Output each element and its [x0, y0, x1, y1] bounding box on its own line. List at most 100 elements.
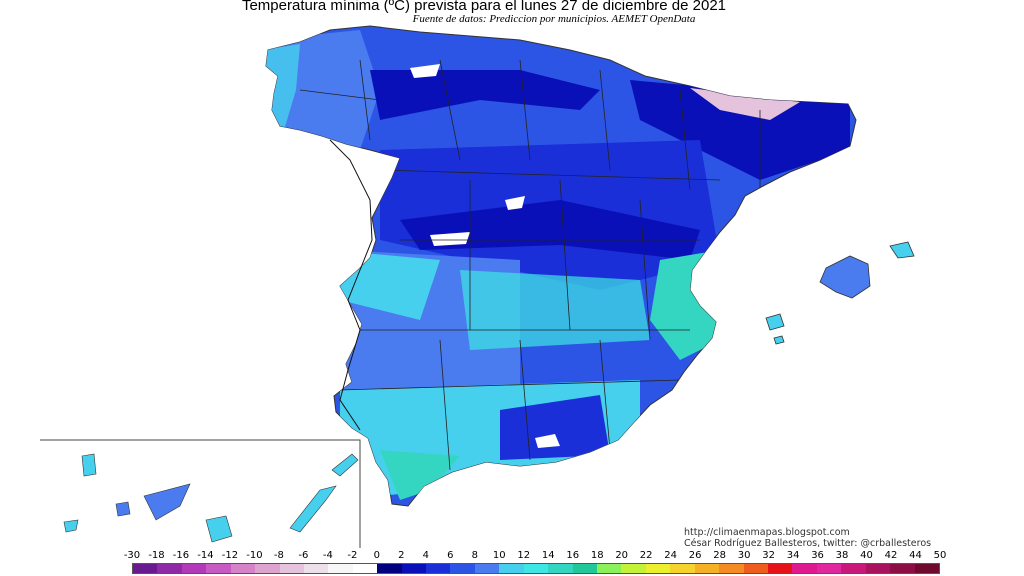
legend-label: 30	[737, 550, 751, 561]
legend-label: -6	[298, 550, 309, 561]
legend-label: 8	[471, 550, 478, 561]
zone-sierra-nevada-peak	[535, 434, 560, 448]
legend-swatch	[914, 564, 939, 573]
balearic-islands	[765, 241, 915, 345]
legend-labels: -30 -18 -16 -14 -12 -10 -8 -6 -4 -2 0 2 4 6 8 10 12 14 16 1…	[118, 550, 958, 562]
legend-swatch	[181, 564, 207, 573]
legend-label: 0	[373, 550, 381, 561]
legend-swatch	[426, 564, 451, 573]
legend-swatch	[303, 564, 329, 573]
legend-colorbar	[132, 563, 940, 574]
legend-label: 24	[664, 550, 678, 561]
mallorca	[819, 255, 871, 299]
legend-label: 6	[447, 550, 454, 561]
legend-label: -30	[123, 550, 141, 561]
legend-label: -18	[148, 550, 165, 561]
legend-swatch	[474, 564, 500, 573]
legend-swatch	[597, 564, 622, 573]
legend-label: -14	[197, 550, 214, 561]
legend-label: 12	[517, 550, 531, 561]
legend-swatch	[572, 564, 598, 573]
legend-label: 32	[762, 550, 775, 561]
legend-label: 34	[786, 550, 800, 561]
legend-swatch	[670, 564, 695, 573]
legend-swatch	[890, 564, 915, 573]
legend-swatch	[523, 564, 549, 573]
legend-label: 36	[811, 550, 824, 561]
legend-swatch	[206, 564, 231, 573]
lanzarote	[331, 453, 359, 477]
legend-label: -10	[246, 550, 263, 561]
legend-swatch	[255, 564, 280, 573]
portugal-border	[329, 139, 373, 431]
legend-swatch	[450, 564, 475, 573]
el-hierro	[63, 519, 79, 533]
tenerife	[143, 483, 191, 521]
zone-la-mancha	[460, 270, 650, 350]
legend-swatch	[645, 564, 671, 573]
legend-swatch	[816, 564, 842, 573]
legend-swatch	[767, 564, 793, 573]
fuerteventura	[289, 485, 337, 533]
legend-label: 2	[398, 550, 405, 561]
zone-pyrenees-cold	[690, 88, 800, 120]
legend-label: 40	[860, 550, 873, 561]
legend-swatch	[377, 564, 402, 573]
zone-snow-2	[430, 232, 470, 246]
legend-swatch	[157, 564, 182, 573]
legend-swatch	[865, 564, 891, 573]
legend-label: 50	[933, 550, 947, 561]
legend-label: -4	[322, 550, 333, 561]
map-subtitle: Fuente de datos: Prediccion por municipi…	[412, 13, 696, 25]
legend-swatch	[792, 564, 817, 573]
la-gomera	[115, 501, 131, 517]
credit-url: http://climaenmapas.blogspot.com	[684, 527, 850, 538]
zone-central-system	[400, 200, 700, 260]
ibiza	[765, 313, 785, 331]
legend-swatch	[230, 564, 256, 573]
gran-canaria	[205, 515, 233, 543]
credit-author: César Rodríguez Ballesteros, twitter: @c…	[684, 538, 932, 549]
province-borders	[299, 59, 761, 471]
legend-label: -16	[172, 550, 190, 561]
legend-label: 38	[835, 550, 849, 561]
legend-label: -2	[347, 550, 358, 561]
legend-label: 42	[884, 550, 898, 561]
canary-inset	[40, 439, 361, 548]
legend-label: 28	[713, 550, 726, 561]
map-title: Temperatura mínima (ºC) prevista para el…	[241, 0, 727, 14]
zone-snow-3	[505, 196, 525, 210]
legend-label: 14	[541, 550, 555, 561]
legend-swatch	[328, 564, 353, 573]
legend-swatch	[694, 564, 720, 573]
la-palma	[81, 453, 97, 477]
legend-label: 18	[590, 550, 604, 561]
legend-label: 22	[639, 550, 653, 561]
canary-inset-frame	[40, 439, 361, 548]
zone-cantabrian	[370, 70, 600, 120]
legend-label: -8	[273, 550, 284, 561]
legend-swatch	[133, 564, 158, 573]
zone-gulf-cadiz	[380, 450, 460, 500]
legend-label: 20	[615, 550, 629, 561]
peninsula	[265, 25, 857, 507]
menorca	[889, 241, 915, 259]
legend-swatch	[719, 564, 744, 573]
legend-swatch	[548, 564, 573, 573]
legend-label: 26	[688, 550, 702, 561]
legend-label: 4	[422, 550, 429, 561]
zone-west-cyan	[330, 250, 440, 320]
legend-label: 44	[909, 550, 922, 561]
legend-swatch	[279, 564, 304, 573]
zone-sierra-nevada	[500, 395, 610, 460]
legend-swatch	[352, 564, 378, 573]
legend-label: -12	[221, 550, 239, 561]
legend-swatch	[621, 564, 646, 573]
legend-swatch	[841, 564, 866, 573]
legend-swatch	[499, 564, 524, 573]
legend-label: 10	[492, 550, 506, 561]
formentera	[773, 335, 785, 345]
zone-snow-1	[410, 64, 440, 78]
legend-swatch	[401, 564, 427, 573]
